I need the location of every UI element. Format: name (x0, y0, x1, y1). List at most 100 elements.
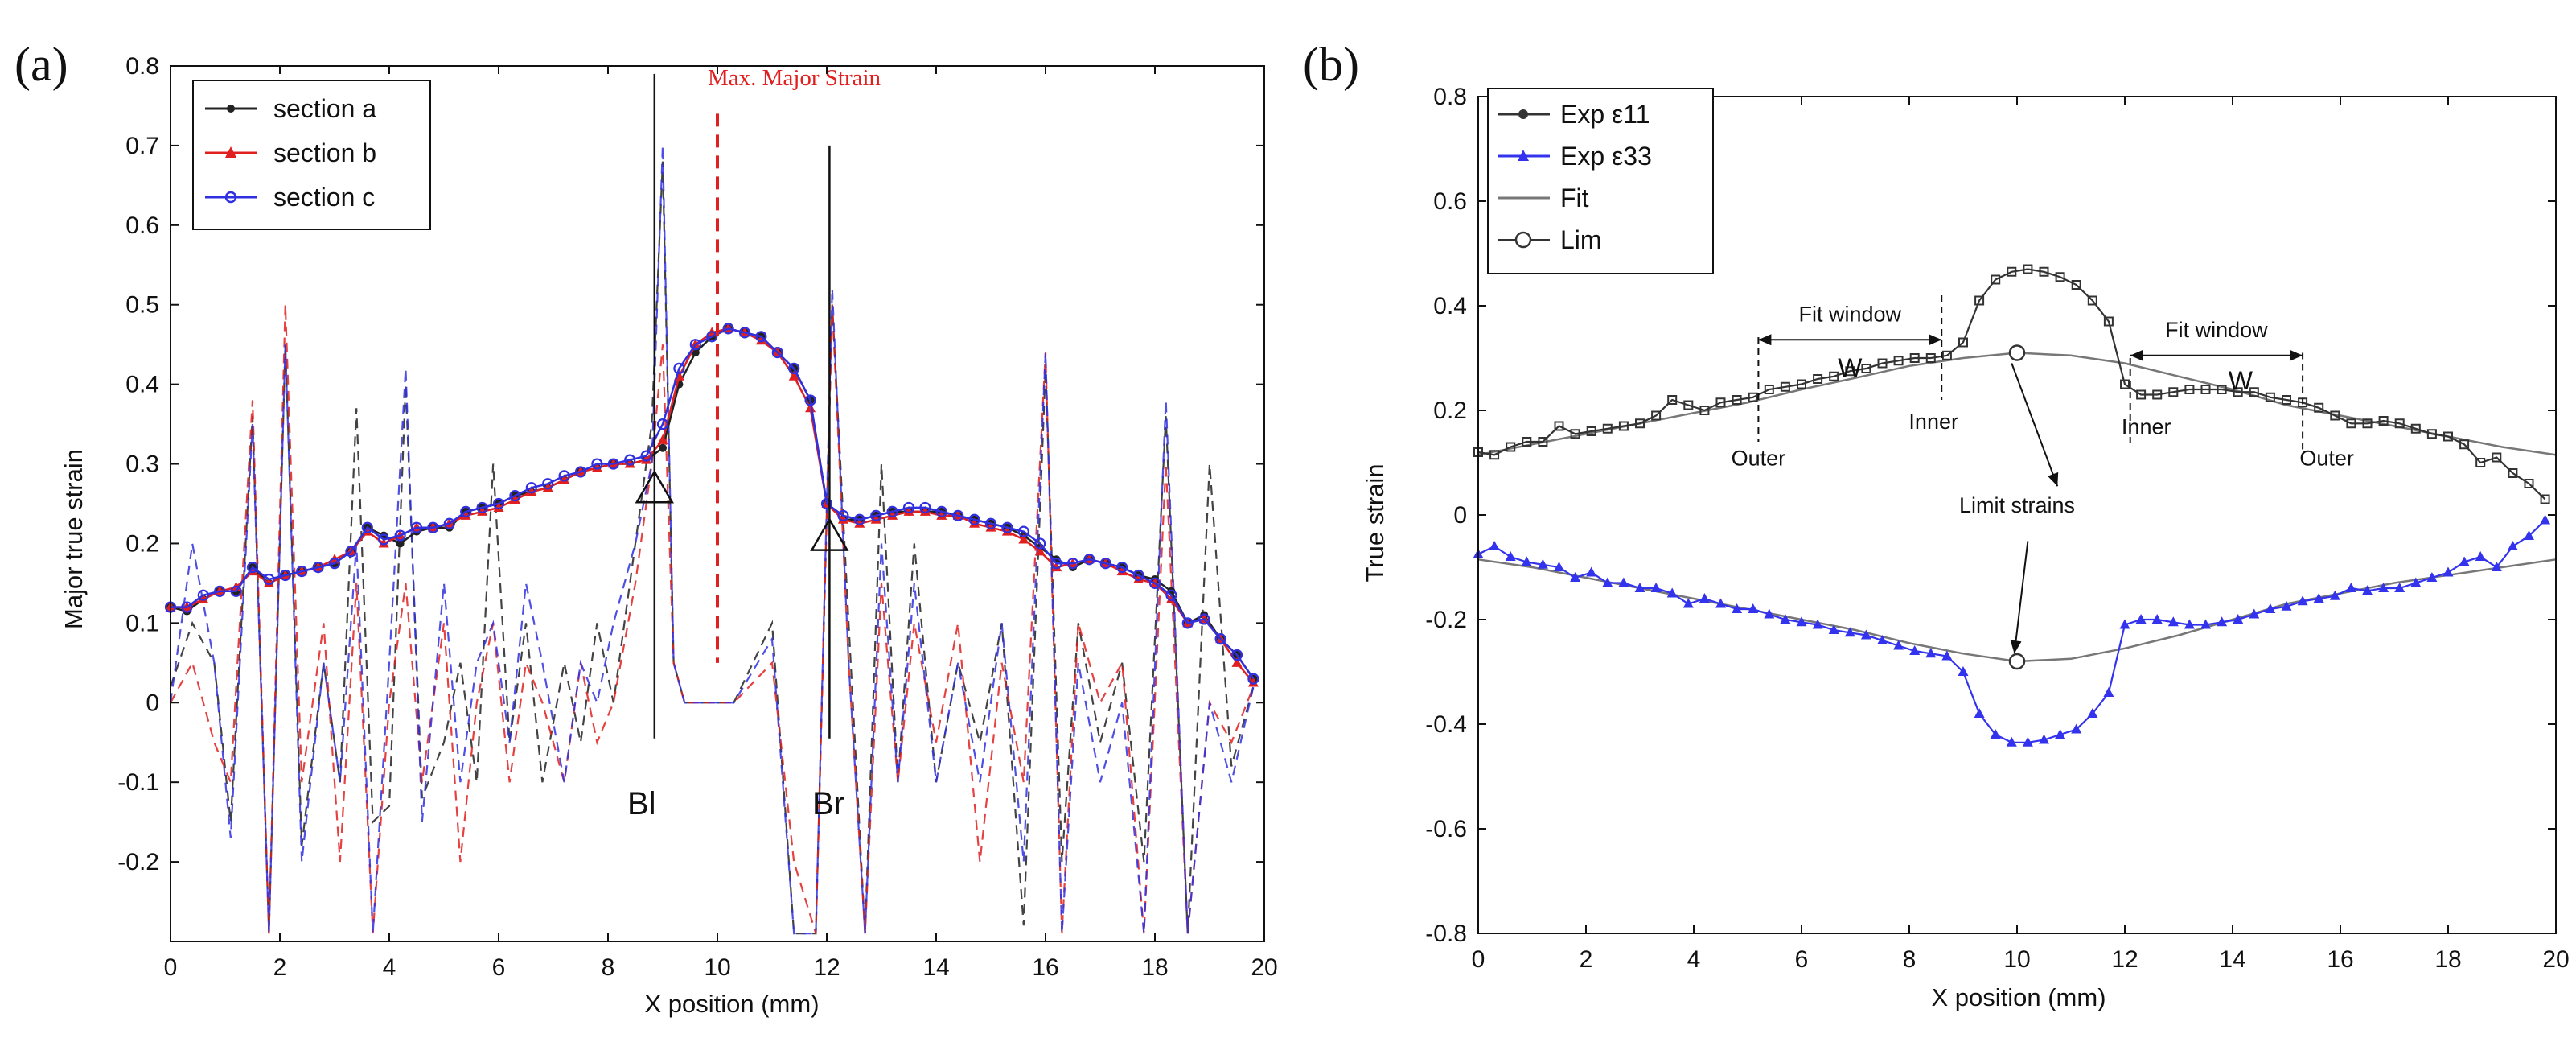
ytick-label-b-4: 0 (1453, 502, 1467, 529)
ylabel-b: True strain (1361, 463, 1389, 582)
limit-arrow-lower-head (2010, 640, 2022, 654)
point-b1-46 (2217, 616, 2228, 627)
point-b1-12 (1666, 587, 1678, 598)
point-b0-32 (1991, 274, 2001, 285)
point-b1-57 (2394, 583, 2405, 592)
point-a1-58 (1116, 566, 1128, 576)
ytick-label-a-9: 0.7 (125, 133, 159, 159)
legend-item-b1: Exp ε33 (1560, 142, 1652, 171)
point-a2-49 (968, 513, 980, 525)
point-a2-28 (624, 454, 636, 466)
point-a2-58 (1116, 562, 1128, 574)
point-a2-54 (1050, 558, 1062, 570)
point-b0-21 (1813, 374, 1823, 384)
lim-point-0 (2008, 344, 2026, 361)
point-b0-13 (1683, 400, 1694, 410)
ytick-label-b-6: 0.4 (1433, 293, 1467, 319)
point-a2-20 (492, 497, 505, 510)
xlabel-a: X position (mm) (644, 990, 819, 1018)
point-b0-4 (1538, 437, 1548, 447)
point-a2-39 (804, 394, 816, 406)
point-a2-26 (591, 458, 603, 470)
point-b0-42 (2152, 389, 2163, 400)
point-a2-56 (1083, 554, 1095, 566)
inner-label-right: Inner (2122, 414, 2171, 439)
panel-label-a: (a) (14, 38, 68, 91)
point-b0-46 (2217, 385, 2227, 394)
point-a2-6 (263, 573, 275, 586)
point-b1-40 (2119, 619, 2130, 629)
ytick-label-a-5: 0.3 (125, 451, 159, 478)
point-a2-27 (607, 458, 619, 470)
point-a2-18 (460, 505, 472, 517)
ytick-label-a-10: 0.8 (125, 53, 159, 80)
point-b1-33 (2006, 736, 2017, 747)
point-a2-8 (296, 565, 308, 578)
point-b1-54 (2345, 583, 2356, 592)
point-b1-2 (1505, 551, 1516, 561)
fit-window-arrow-right-head-l (2130, 349, 2143, 361)
point-b1-28 (1925, 648, 1937, 658)
ytick-label-b-1: -0.6 (1425, 816, 1467, 842)
point-a1-6 (263, 577, 274, 587)
lim-point-1 (2008, 653, 2026, 670)
legend-item-a2: section c (273, 183, 375, 212)
ytick-label-a-4: 0.2 (125, 530, 159, 557)
point-b1-11 (1650, 583, 1662, 592)
point-a0-14 (396, 539, 405, 548)
point-b0-41 (2136, 389, 2147, 400)
point-a2-24 (558, 470, 570, 482)
point-b0-28 (1925, 353, 1936, 363)
point-a2-46 (919, 501, 931, 514)
point-a1-28 (624, 458, 635, 468)
panel-label-b: (b) (1303, 38, 1359, 91)
point-b1-63 (2491, 562, 2502, 571)
point-a1-43 (870, 513, 881, 524)
point-b1-62 (2475, 551, 2486, 561)
point-a2-42 (853, 513, 865, 525)
xtick-label-b-2: 4 (1687, 946, 1701, 973)
point-a2-61 (1165, 589, 1177, 601)
point-a2-47 (935, 505, 947, 517)
point-a1-52 (1018, 533, 1029, 544)
fit-window-arrow-left-head-l (1758, 334, 1772, 346)
xtick-label-a-1: 2 (273, 954, 287, 981)
fit-window-arrow-right-head-r (2290, 349, 2303, 361)
dashed-line-a1 (170, 304, 1255, 934)
point-a1-45 (903, 505, 914, 516)
point-a2-44 (886, 505, 898, 517)
point-a2-21 (509, 490, 521, 502)
point-b1-44 (2184, 619, 2195, 629)
point-b1-20 (1796, 616, 1807, 627)
point-b1-48 (2249, 608, 2260, 619)
point-b0-30 (1958, 337, 1968, 348)
xtick-label-a-10: 20 (1251, 954, 1277, 981)
point-b0-31 (1974, 295, 1985, 306)
point-a2-10 (328, 558, 341, 570)
limit-arrow-upper (2011, 363, 2059, 487)
point-b0-27 (1909, 353, 1920, 363)
w-label-right: W (2229, 366, 2253, 395)
legend-item-a1: section b (273, 138, 376, 167)
point-b0-33 (2007, 266, 2017, 277)
annotations-b: Fit window Fit window W W Outer Inner Inner Out… (1732, 295, 2354, 670)
point-a2-55 (1066, 558, 1079, 570)
point-a2-34 (722, 323, 734, 335)
point-b0-16 (1732, 395, 1742, 405)
chart-a: (a) Major true strain X position (mm) Ma… (14, 38, 1278, 1018)
point-a2-30 (656, 418, 669, 430)
point-b1-32 (1990, 729, 2001, 739)
point-b0-58 (2410, 423, 2421, 434)
point-a2-29 (640, 450, 652, 462)
point-a1-21 (509, 494, 520, 504)
point-b1-13 (1682, 598, 1694, 608)
point-b1-34 (2022, 736, 2033, 747)
point-a2-36 (755, 331, 767, 343)
point-b1-10 (1634, 583, 1645, 592)
ytick-label-b-0: -0.8 (1425, 920, 1467, 947)
point-b0-25 (1877, 358, 1888, 369)
fit-window-label-left: Fit window (1799, 303, 1902, 327)
point-a1-23 (542, 482, 553, 492)
point-b1-60 (2442, 566, 2454, 577)
legend-marker-b0 (1518, 109, 1528, 119)
